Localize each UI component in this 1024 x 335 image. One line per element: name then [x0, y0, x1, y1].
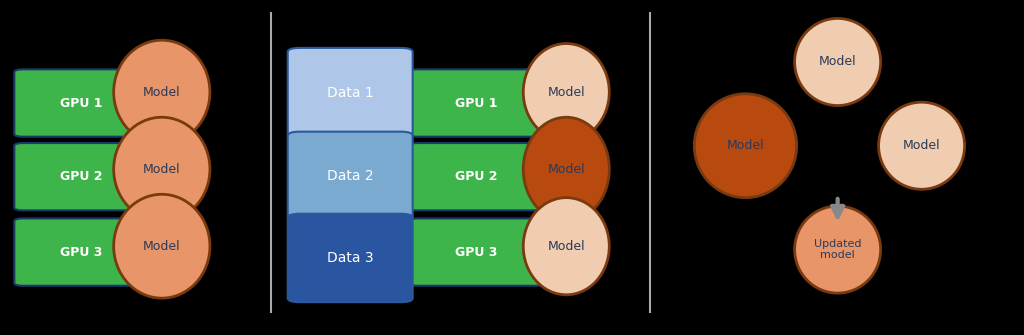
Ellipse shape [114, 117, 210, 221]
Ellipse shape [879, 102, 965, 189]
Text: Data 1: Data 1 [327, 86, 374, 100]
Text: GPU 2: GPU 2 [60, 170, 102, 183]
FancyBboxPatch shape [14, 69, 148, 137]
Text: Model: Model [548, 86, 585, 98]
Text: Model: Model [819, 56, 856, 68]
Ellipse shape [795, 18, 881, 106]
FancyBboxPatch shape [14, 218, 148, 286]
Text: Model: Model [143, 163, 180, 176]
Text: GPU 2: GPU 2 [456, 170, 498, 183]
Text: Model: Model [548, 240, 585, 253]
Text: Updated
model: Updated model [814, 239, 861, 260]
Ellipse shape [523, 198, 609, 295]
FancyBboxPatch shape [288, 48, 413, 138]
Text: Model: Model [143, 240, 180, 253]
FancyBboxPatch shape [14, 143, 148, 210]
Text: Data 3: Data 3 [327, 251, 374, 265]
Text: GPU 1: GPU 1 [60, 96, 102, 110]
Ellipse shape [114, 194, 210, 298]
Text: GPU 1: GPU 1 [456, 96, 498, 110]
Text: GPU 3: GPU 3 [60, 246, 102, 259]
Text: Model: Model [727, 139, 764, 152]
FancyBboxPatch shape [288, 214, 413, 302]
Ellipse shape [523, 117, 609, 221]
FancyBboxPatch shape [410, 143, 544, 210]
Text: Model: Model [143, 86, 180, 98]
FancyBboxPatch shape [410, 218, 544, 286]
Text: Data 2: Data 2 [327, 169, 374, 183]
Ellipse shape [523, 44, 609, 141]
FancyBboxPatch shape [288, 132, 413, 220]
Ellipse shape [694, 94, 797, 198]
Text: Model: Model [903, 139, 940, 152]
FancyBboxPatch shape [410, 69, 544, 137]
Ellipse shape [114, 40, 210, 144]
Text: Model: Model [548, 163, 585, 176]
Ellipse shape [795, 206, 881, 293]
Text: GPU 3: GPU 3 [456, 246, 498, 259]
